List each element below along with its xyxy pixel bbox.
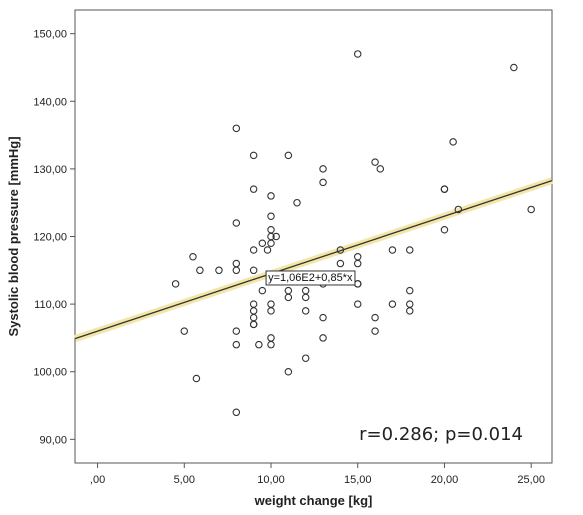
data-point xyxy=(284,367,293,376)
data-point xyxy=(336,246,345,254)
data-point xyxy=(267,212,275,220)
data-point xyxy=(406,286,414,295)
data-point xyxy=(301,354,310,362)
data-point xyxy=(440,185,449,193)
correlation-annotation: r=0.286; p=0.014 xyxy=(359,424,523,445)
data-point xyxy=(454,205,463,214)
data-point xyxy=(232,266,241,275)
data-point xyxy=(284,151,293,160)
regression-line xyxy=(74,179,553,340)
equation-box xyxy=(265,270,356,286)
data-point xyxy=(258,286,267,295)
data-point xyxy=(388,300,397,308)
data-point xyxy=(263,246,272,254)
x-tick-label: 25,00 xyxy=(517,474,545,486)
data-point xyxy=(249,185,258,193)
data-point xyxy=(232,340,241,349)
data-point xyxy=(189,253,197,261)
data-point xyxy=(171,280,180,288)
data-point xyxy=(527,205,535,214)
data-point xyxy=(371,313,379,322)
x-tick-label: 20,00 xyxy=(431,474,459,486)
data-point xyxy=(249,320,258,329)
data-point xyxy=(255,340,263,349)
data-point xyxy=(192,374,201,383)
data-point xyxy=(449,138,457,146)
x-axis-ticks: ,00 5,00 10,00 15,00 20,00 25,00 xyxy=(90,463,545,486)
data-point xyxy=(336,259,345,268)
data-point xyxy=(249,151,258,160)
x-tick-label: 15,00 xyxy=(344,474,372,486)
data-point xyxy=(388,246,397,254)
data-point xyxy=(249,266,258,275)
equation-text: y=1,06E2+0,85*x xyxy=(268,272,353,284)
data-point xyxy=(301,307,310,315)
data-point xyxy=(232,124,241,133)
data-point xyxy=(371,158,379,166)
data-point xyxy=(267,192,275,200)
data-point xyxy=(284,293,293,302)
data-point xyxy=(376,165,385,173)
y-tick-label: 110,00 xyxy=(34,299,67,311)
data-point xyxy=(353,50,362,58)
data-point xyxy=(406,246,414,254)
data-points xyxy=(171,50,535,417)
data-point xyxy=(353,300,362,308)
data-point xyxy=(215,266,223,275)
data-point xyxy=(196,266,204,275)
data-point xyxy=(353,259,362,268)
y-tick-label: 120,00 xyxy=(33,232,67,244)
data-point xyxy=(406,307,414,315)
y-tick-label: 100,00 xyxy=(33,367,67,379)
data-point xyxy=(232,219,241,227)
data-point xyxy=(249,246,258,254)
data-point xyxy=(232,408,241,417)
data-point xyxy=(267,340,275,349)
y-tick-label: 90,00 xyxy=(39,434,67,446)
data-point xyxy=(371,327,379,335)
y-tick-label: 130,00 xyxy=(33,164,67,176)
x-tick-label: 10,00 xyxy=(257,474,285,486)
y-tick-label: 150,00 xyxy=(33,29,67,41)
y-axis-ticks: 90,00 100,00 110,00 120,00 130,00 140,00 150,0… xyxy=(33,29,75,446)
x-tick-label: 5,00 xyxy=(174,474,195,486)
data-point xyxy=(319,334,327,342)
data-point xyxy=(232,327,241,335)
data-point xyxy=(272,232,280,241)
equation-label: y=1,06E2+0,85*x xyxy=(265,270,356,286)
data-point xyxy=(267,239,275,248)
regression-line-group xyxy=(73,177,554,342)
data-point xyxy=(293,198,301,207)
y-axis-title: Systolic blood pressure [mmHg] xyxy=(6,136,21,336)
x-tick-label: ,00 xyxy=(90,474,105,486)
data-point xyxy=(319,313,327,322)
data-point xyxy=(301,293,310,302)
data-point xyxy=(267,307,275,315)
data-point xyxy=(319,165,327,173)
data-point xyxy=(258,239,267,248)
data-point xyxy=(440,225,449,234)
data-point xyxy=(319,178,327,187)
data-point xyxy=(510,63,518,72)
y-tick-label: 140,00 xyxy=(33,96,67,108)
x-axis-title: weight change [kg] xyxy=(254,493,373,508)
data-point xyxy=(180,327,189,335)
